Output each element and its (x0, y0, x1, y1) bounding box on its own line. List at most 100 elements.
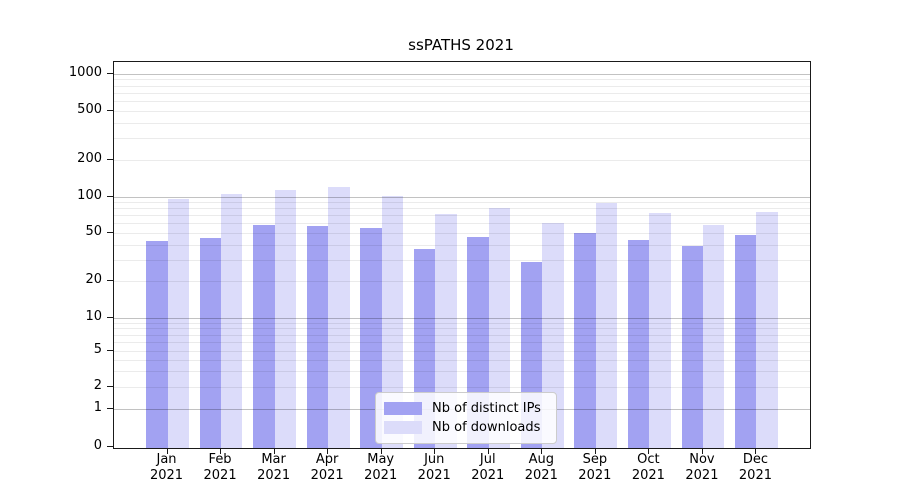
bar (595, 203, 618, 448)
gridline-minor (114, 387, 810, 388)
legend: Nb of distinct IPs Nb of downloads (375, 392, 557, 444)
x-tick-label: Jul 2021 (471, 452, 505, 483)
gridline-minor (114, 281, 810, 283)
bar (574, 232, 596, 448)
y-tick-mark (107, 109, 113, 111)
y-tick-label: 20 (85, 272, 102, 288)
gridline-minor (114, 328, 810, 330)
gridline-minor (114, 223, 810, 225)
gridline-minor (114, 371, 810, 373)
bar (488, 208, 511, 448)
y-tick-mark (107, 195, 113, 197)
y-tick-label: 1000 (68, 64, 102, 80)
y-tick-label: 10 (85, 308, 102, 324)
y-tick-label: 50 (85, 223, 102, 239)
bar (381, 195, 404, 448)
x-tick-label: Mar 2021 (257, 452, 291, 483)
legend-label: Nb of distinct IPs (432, 401, 541, 416)
y-tick-mark (107, 408, 113, 409)
gridline-minor (114, 342, 810, 344)
bar (253, 225, 275, 448)
x-tick-label: Apr 2021 (310, 452, 344, 483)
x-tick-mark (487, 448, 489, 454)
x-tick-mark (327, 448, 329, 454)
x-tick-label: Jun 2021 (417, 452, 451, 483)
x-tick-mark (541, 448, 543, 454)
bar (627, 239, 650, 448)
gridline-minor (114, 122, 810, 124)
y-tick-mark (107, 350, 113, 351)
x-tick-label: Nov 2021 (685, 452, 719, 483)
y-tick-mark (107, 231, 113, 233)
gridline-minor (114, 322, 810, 324)
x-tick-label: Jan 2021 (149, 452, 184, 483)
y-tick-label: 0 (93, 438, 102, 453)
gridline-major (114, 73, 810, 75)
x-tick-label: May 2021 (364, 452, 398, 483)
bar (274, 190, 297, 448)
gridline-minor (114, 159, 810, 161)
bar (146, 240, 168, 448)
bar (306, 226, 329, 448)
gridline-major (114, 196, 810, 198)
bar (702, 225, 725, 448)
y-tick-mark (107, 316, 113, 318)
chart-title: ssPATHS 2021 (408, 36, 514, 54)
gridline-minor (114, 202, 810, 204)
x-tick-label: Oct 2021 (631, 452, 665, 483)
x-tick-label: Dec 2021 (738, 452, 772, 483)
x-tick-mark (701, 448, 703, 454)
gridline-minor (114, 92, 810, 94)
y-tick-label: 5 (93, 342, 102, 357)
x-tick-mark (594, 448, 596, 454)
gridline-minor (114, 208, 810, 210)
gridline-major (114, 317, 810, 319)
gridline-minor (114, 85, 810, 87)
y-tick-label: 2 (93, 378, 102, 393)
legend-item: Nb of distinct IPs (384, 399, 548, 418)
gridline-minor (114, 351, 810, 352)
y-tick-mark (107, 446, 113, 447)
gridline-minor (114, 79, 810, 81)
y-tick-mark (107, 158, 113, 160)
gridline-minor (114, 334, 810, 336)
y-tick-mark (107, 72, 113, 74)
gridline-minor (114, 110, 810, 112)
gridline-minor (114, 137, 810, 139)
bar (542, 223, 564, 448)
y-tick-label: 1 (93, 400, 102, 415)
x-tick-mark (648, 448, 650, 454)
x-tick-mark (380, 448, 382, 454)
y-tick-mark (107, 280, 113, 282)
x-tick-mark (755, 448, 757, 454)
bar (167, 198, 189, 448)
bar (756, 211, 778, 448)
gridline-minor (114, 359, 810, 361)
legend-item: Nb of downloads (384, 418, 548, 437)
bar (328, 187, 350, 448)
bar (649, 213, 671, 448)
gridline-minor (114, 232, 810, 234)
gridline-minor (114, 100, 810, 102)
gridline-minor (114, 215, 810, 217)
x-tick-label: Sep 2021 (578, 452, 612, 483)
bar (735, 235, 757, 448)
x-tick-mark (166, 448, 168, 454)
legend-swatch (384, 421, 422, 434)
x-tick-mark (434, 448, 436, 454)
legend-swatch (384, 402, 422, 415)
bar (199, 238, 222, 448)
plot-area (113, 61, 811, 449)
x-tick-label: Aug 2021 (524, 452, 558, 483)
gridline-minor (114, 244, 810, 246)
bar (435, 213, 457, 448)
bar (681, 245, 703, 448)
y-tick-label: 200 (77, 150, 102, 166)
x-tick-mark (220, 448, 222, 454)
x-tick-label: Feb 2021 (203, 452, 237, 483)
legend-label: Nb of downloads (432, 420, 541, 435)
gridline-minor (114, 259, 810, 261)
y-tick-label: 500 (77, 101, 102, 117)
y-tick-label: 100 (77, 187, 102, 203)
